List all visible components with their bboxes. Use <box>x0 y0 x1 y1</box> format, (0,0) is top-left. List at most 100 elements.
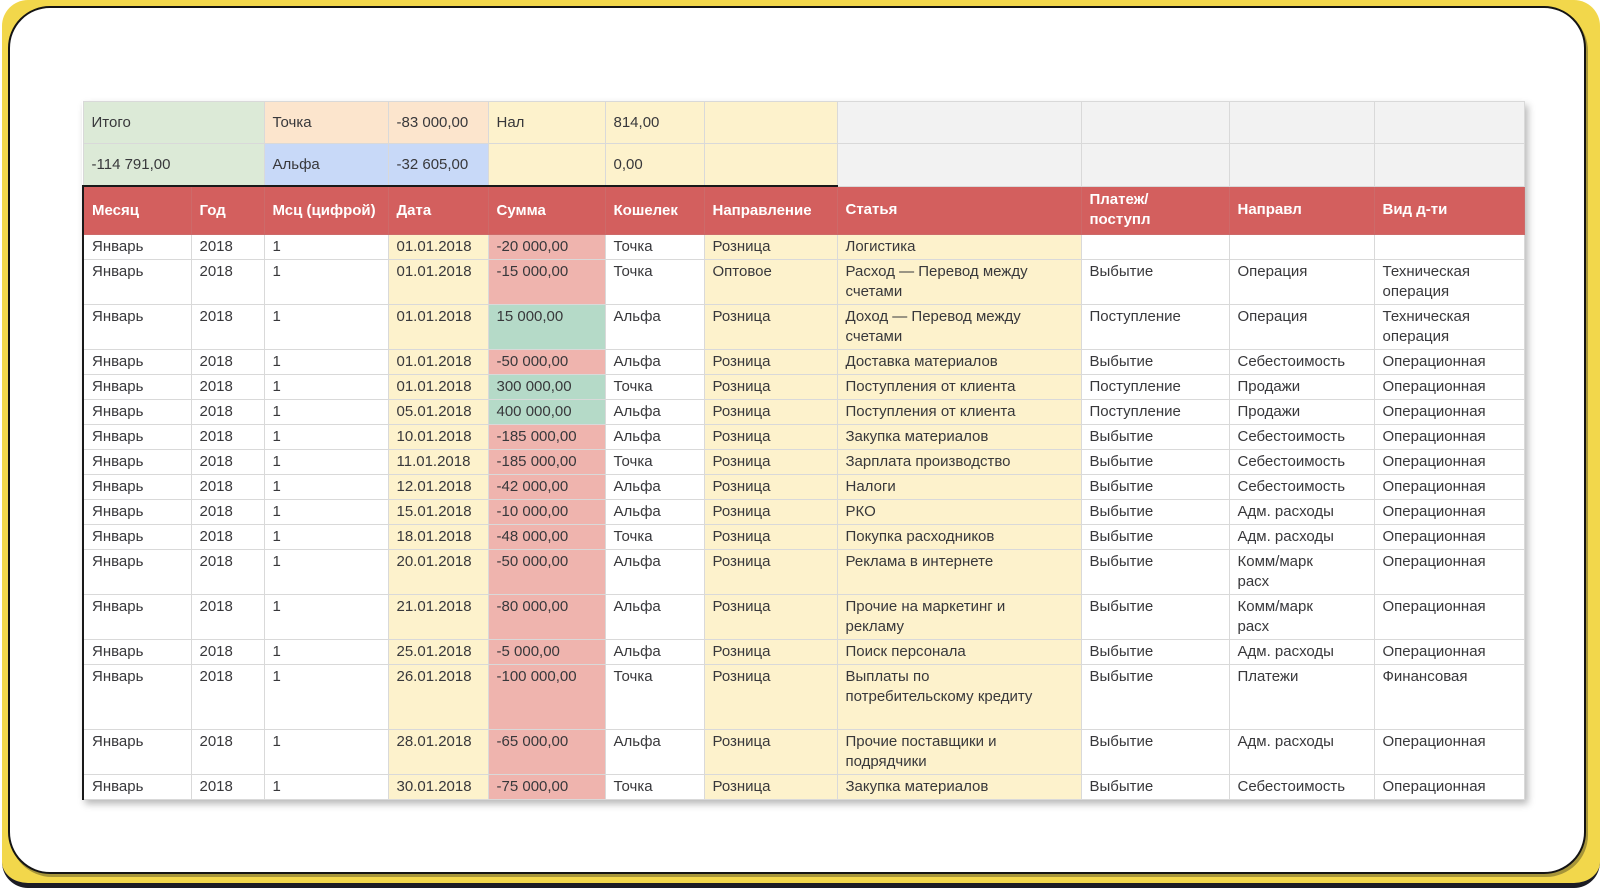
cell-date[interactable]: 28.01.2018 <box>387 729 489 775</box>
column-header-year[interactable]: Год <box>190 185 265 235</box>
cell-date[interactable]: 05.01.2018 <box>387 399 489 425</box>
cell-article[interactable]: Прочие на маркетинг и рекламу <box>836 594 1082 640</box>
cell-payment[interactable]: Выбытие <box>1080 524 1230 550</box>
cell-activity[interactable]: Операционная <box>1373 474 1525 500</box>
cell-month_num[interactable]: 1 <box>263 664 389 730</box>
cell-article[interactable]: Логистика <box>836 234 1082 260</box>
cell-article[interactable]: Выплаты по потребительскому кредиту <box>836 664 1082 730</box>
cell-wallet[interactable]: Точка <box>604 374 705 400</box>
cell-month[interactable]: Январь <box>82 304 192 350</box>
column-header-sum[interactable]: Сумма <box>487 185 606 235</box>
cell-month[interactable]: Январь <box>82 499 192 525</box>
cell-date[interactable]: 20.01.2018 <box>387 549 489 595</box>
cell-sum[interactable]: -185 000,00 <box>487 449 606 475</box>
cell-month_num[interactable]: 1 <box>263 449 389 475</box>
cell-wallet[interactable]: Точка <box>604 664 705 730</box>
cell-month_num[interactable]: 1 <box>263 349 389 375</box>
cell-payment[interactable]: Выбытие <box>1080 474 1230 500</box>
cell-month[interactable]: Январь <box>82 774 192 800</box>
cell-sum[interactable]: 400 000,00 <box>487 399 606 425</box>
cell-wallet[interactable]: Альфа <box>604 639 705 665</box>
cell-direction[interactable]: Оптовое <box>703 259 838 305</box>
cell-year[interactable]: 2018 <box>190 399 265 425</box>
summary-cell[interactable]: 0,00 <box>604 143 705 187</box>
summary-cell[interactable] <box>836 101 1082 144</box>
cell-sum[interactable]: -50 000,00 <box>487 549 606 595</box>
cell-year[interactable]: 2018 <box>190 304 265 350</box>
cell-wallet[interactable]: Альфа <box>604 499 705 525</box>
cell-article[interactable]: Реклама в интернете <box>836 549 1082 595</box>
cell-year[interactable]: 2018 <box>190 729 265 775</box>
cell-month_num[interactable]: 1 <box>263 774 389 800</box>
cell-article[interactable]: Покупка расходников <box>836 524 1082 550</box>
cell-direction2[interactable]: Комм/марк расх <box>1228 549 1375 595</box>
cell-month_num[interactable]: 1 <box>263 729 389 775</box>
cell-direction2[interactable] <box>1228 234 1375 260</box>
cell-sum[interactable]: -42 000,00 <box>487 474 606 500</box>
cell-year[interactable]: 2018 <box>190 259 265 305</box>
cell-wallet[interactable]: Альфа <box>604 349 705 375</box>
cell-payment[interactable]: Поступление <box>1080 374 1230 400</box>
cell-date[interactable]: 25.01.2018 <box>387 639 489 665</box>
cell-sum[interactable]: 15 000,00 <box>487 304 606 350</box>
cell-sum[interactable]: -65 000,00 <box>487 729 606 775</box>
cell-activity[interactable]: Операционная <box>1373 729 1525 775</box>
summary-cell[interactable]: Итого <box>82 101 265 144</box>
cell-month[interactable]: Январь <box>82 374 192 400</box>
cell-year[interactable]: 2018 <box>190 639 265 665</box>
cell-month[interactable]: Январь <box>82 639 192 665</box>
summary-cell[interactable]: -32 605,00 <box>387 143 489 187</box>
cell-direction2[interactable]: Себестоимость <box>1228 349 1375 375</box>
cell-month[interactable]: Январь <box>82 474 192 500</box>
cell-activity[interactable]: Операционная <box>1373 449 1525 475</box>
cell-wallet[interactable]: Альфа <box>604 549 705 595</box>
summary-cell[interactable] <box>836 143 1082 187</box>
cell-direction[interactable]: Розница <box>703 729 838 775</box>
column-header-date[interactable]: Дата <box>387 185 489 235</box>
cell-direction[interactable]: Розница <box>703 524 838 550</box>
cell-date[interactable]: 12.01.2018 <box>387 474 489 500</box>
cell-date[interactable]: 01.01.2018 <box>387 304 489 350</box>
column-header-month_num[interactable]: Мсц (цифрой) <box>263 185 389 235</box>
cell-month[interactable]: Январь <box>82 234 192 260</box>
cell-sum[interactable]: -80 000,00 <box>487 594 606 640</box>
cell-date[interactable]: 01.01.2018 <box>387 374 489 400</box>
summary-cell[interactable]: -114 791,00 <box>82 143 265 187</box>
cell-article[interactable]: Поиск персонала <box>836 639 1082 665</box>
cell-year[interactable]: 2018 <box>190 774 265 800</box>
cell-activity[interactable]: Операционная <box>1373 399 1525 425</box>
summary-cell[interactable] <box>703 101 838 144</box>
cell-month[interactable]: Январь <box>82 549 192 595</box>
cell-date[interactable]: 11.01.2018 <box>387 449 489 475</box>
cell-activity[interactable]: Операционная <box>1373 639 1525 665</box>
cell-direction2[interactable]: Продажи <box>1228 374 1375 400</box>
cell-direction[interactable]: Розница <box>703 474 838 500</box>
summary-cell[interactable] <box>1373 143 1525 187</box>
cell-month_num[interactable]: 1 <box>263 399 389 425</box>
cell-direction2[interactable]: Адм. расходы <box>1228 639 1375 665</box>
cell-direction2[interactable]: Себестоимость <box>1228 424 1375 450</box>
summary-cell[interactable] <box>1228 143 1375 187</box>
cell-direction2[interactable]: Продажи <box>1228 399 1375 425</box>
cell-month_num[interactable]: 1 <box>263 304 389 350</box>
cell-date[interactable]: 15.01.2018 <box>387 499 489 525</box>
cell-direction[interactable]: Розница <box>703 349 838 375</box>
cell-month[interactable]: Январь <box>82 349 192 375</box>
cell-month_num[interactable]: 1 <box>263 499 389 525</box>
cell-date[interactable]: 01.01.2018 <box>387 234 489 260</box>
column-header-month[interactable]: Месяц <box>82 185 192 235</box>
cell-activity[interactable]: Операционная <box>1373 349 1525 375</box>
cell-year[interactable]: 2018 <box>190 524 265 550</box>
summary-cell[interactable]: 814,00 <box>604 101 705 144</box>
column-header-direction2[interactable]: Направл <box>1228 185 1375 235</box>
cell-wallet[interactable]: Альфа <box>604 399 705 425</box>
summary-cell[interactable] <box>487 143 606 187</box>
cell-year[interactable]: 2018 <box>190 449 265 475</box>
column-header-payment[interactable]: Платеж/поступл <box>1080 185 1230 235</box>
cell-year[interactable]: 2018 <box>190 549 265 595</box>
cell-date[interactable]: 18.01.2018 <box>387 524 489 550</box>
cell-payment[interactable]: Поступление <box>1080 399 1230 425</box>
cell-wallet[interactable]: Точка <box>604 234 705 260</box>
summary-cell[interactable] <box>1228 101 1375 144</box>
cell-sum[interactable]: -50 000,00 <box>487 349 606 375</box>
